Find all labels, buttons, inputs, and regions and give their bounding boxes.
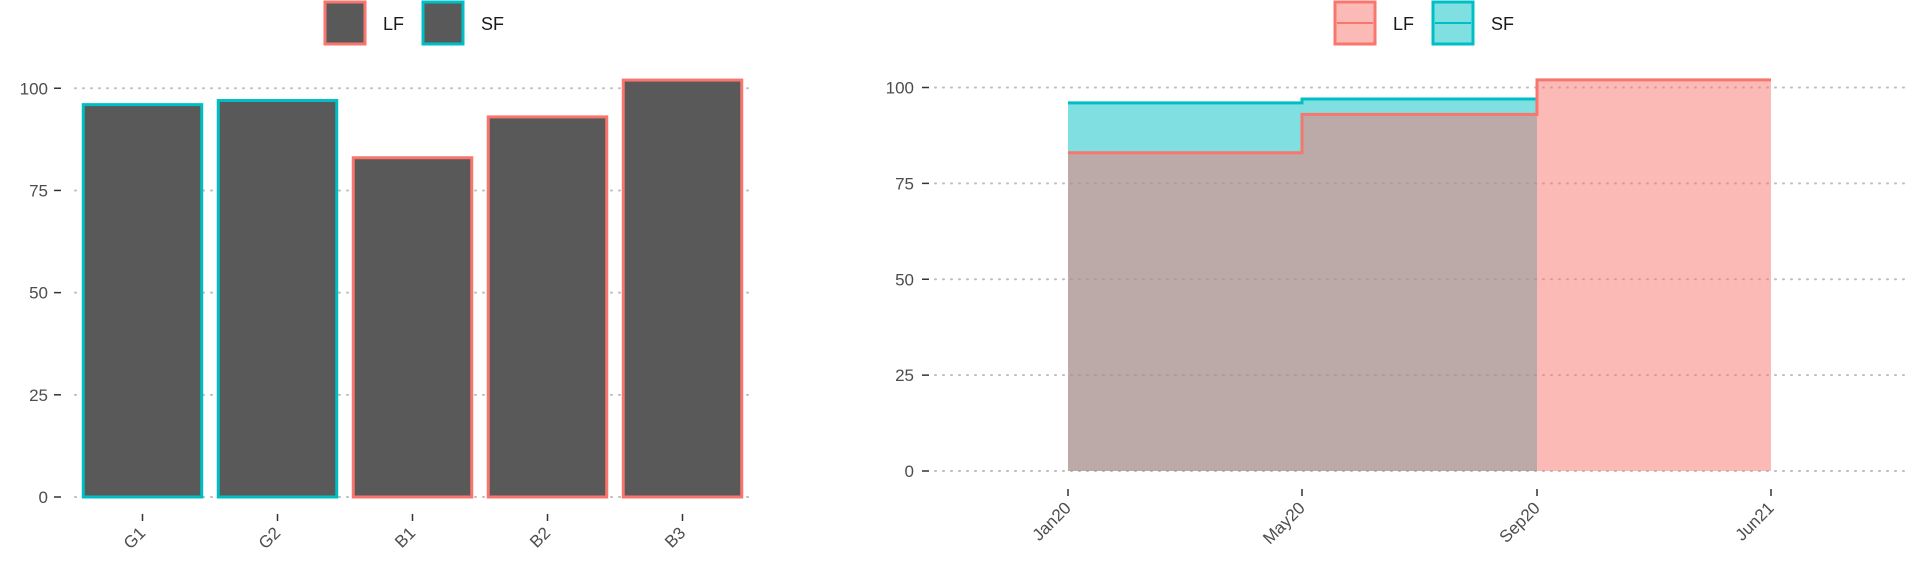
y-tick-label: 50 [895, 270, 914, 289]
y-tick-label: 75 [895, 174, 914, 193]
x-tick-label: G2 [255, 523, 284, 552]
y-tick-label: 0 [905, 462, 914, 481]
x-tick-label: G1 [120, 523, 149, 552]
y-tick-label: 0 [39, 488, 48, 507]
legend-label-lf: LF [383, 14, 404, 34]
bar-chart-panel: G1 G2 B1 B2 B3 0 25 50 75 100 LF SF [20, 0, 751, 553]
bar-b2 [486, 115, 609, 499]
line-sf [1068, 97, 1537, 105]
x-tick-label: B1 [391, 523, 419, 551]
x-tick-label: B2 [526, 523, 554, 551]
area-lf [1068, 79, 1771, 471]
bar-b3 [621, 78, 744, 499]
x-tick-label: Jun21 [1732, 498, 1778, 544]
line-lf [1068, 78, 1771, 155]
legend-label-sf: SF [481, 14, 504, 34]
legend-label-sf: SF [1491, 14, 1514, 34]
bar-b1 [351, 156, 474, 499]
legend-key-sf [421, 0, 465, 46]
y-tick-label: 100 [886, 79, 914, 98]
bar-g2 [216, 99, 339, 499]
step-area-chart-panel: 0 25 50 75 100 Jan20 May20 Sep20 Jun21 LF SF [886, 0, 1906, 548]
x-tick-label: B3 [661, 523, 689, 551]
bar-g1 [81, 103, 204, 499]
y-tick-label: 25 [29, 386, 48, 405]
y-tick-label: 75 [29, 181, 48, 200]
legend-label-lf: LF [1393, 14, 1414, 34]
y-tick-label: 50 [29, 284, 48, 303]
x-tick-label: Sep20 [1496, 498, 1544, 546]
x-tick-label: May20 [1259, 498, 1309, 548]
y-tick-label: 100 [20, 79, 48, 98]
legend-key-lf [323, 0, 367, 46]
y-tick-label: 25 [895, 366, 914, 385]
x-tick-label: Jan20 [1029, 498, 1075, 544]
